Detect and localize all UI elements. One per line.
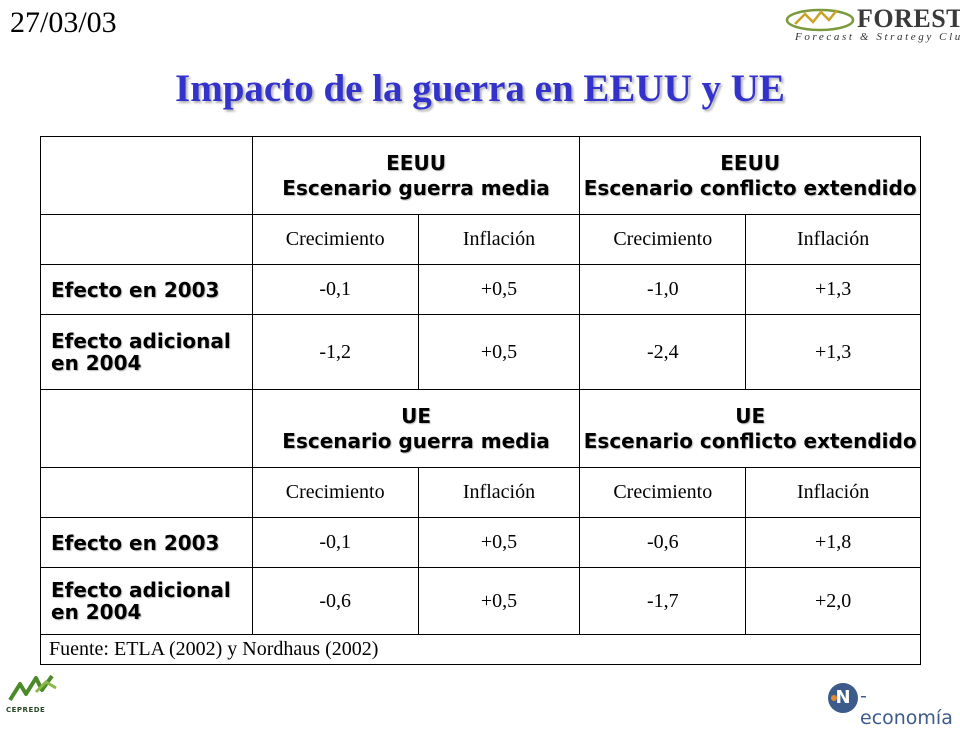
scenario-region: EEUU [720, 150, 781, 175]
orange-dot-icon [831, 695, 837, 701]
table-row: Efecto en 2003 -0,1 +0,5 -1,0 +1,3 [40, 264, 921, 315]
empty-label-cell [40, 214, 253, 265]
impact-table: EEUU Escenario guerra media EEUU Escenar… [40, 136, 921, 665]
value-cell: -0,6 [251, 567, 419, 635]
forest-logo: FOREST Forecast & Strategy Club [785, 4, 960, 48]
forest-swoosh-icon [785, 8, 855, 32]
value-cell: +2,0 [745, 567, 921, 635]
scenario-header: UE Escenario conflicto extendido [579, 389, 921, 468]
value-cell: +0,5 [417, 567, 581, 635]
row-label: Efecto en 2003 [40, 517, 253, 568]
row-label: Efecto adicional en 2004 [40, 567, 253, 635]
scenario-name: Escenario conflicto extendido [583, 175, 917, 200]
row-label: Efecto en 2003 [40, 264, 253, 315]
value-cell: -2,4 [579, 314, 747, 390]
value-cell: +0,5 [417, 314, 581, 390]
column-header: Inflación [417, 214, 581, 265]
value-cell: +1,8 [745, 517, 921, 568]
n-letter-icon: N [835, 687, 851, 708]
value-cell: -0,1 [251, 517, 419, 568]
scenario-name: Escenario guerra media [282, 428, 550, 453]
source-row: Fuente: ETLA (2002) y Nordhaus (2002) [40, 634, 921, 665]
table-row: Efecto adicional en 2004 -1,2 +0,5 -2,4 … [40, 314, 921, 390]
slide-title: Impacto de la guerra en EEUU y UE [175, 67, 785, 110]
scenario-region: UE [401, 403, 431, 428]
column-header: Crecimiento [251, 467, 419, 518]
forest-logo-tagline: Forecast & Strategy Club [795, 31, 960, 43]
column-header: Inflación [417, 467, 581, 518]
scenario-header: EEUU Escenario guerra media [251, 136, 581, 215]
column-header-row: Crecimiento Inflación Crecimiento Inflac… [40, 467, 921, 518]
column-header: Crecimiento [579, 214, 747, 265]
n-economia-word: economía [860, 707, 953, 729]
scenario-header: UE Escenario guerra media [251, 389, 581, 468]
n-economia-logo: N -economía [828, 683, 958, 729]
scenario-name: Escenario guerra media [282, 175, 550, 200]
ceprede-logo: CEPREDE [6, 674, 60, 718]
empty-corner-cell [40, 389, 253, 468]
column-header: Crecimiento [579, 467, 747, 518]
column-header: Inflación [745, 467, 921, 518]
scenario-region: EEUU [386, 150, 446, 175]
table-row: Efecto en 2003 -0,1 +0,5 -0,6 +1,8 [40, 517, 921, 568]
empty-corner-cell [40, 136, 253, 215]
value-cell: -1,2 [251, 314, 419, 390]
n-economia-logo-text: -economía [860, 685, 953, 729]
forest-logo-name: FOREST [857, 4, 960, 33]
source-note: Fuente: ETLA (2002) y Nordhaus (2002) [40, 634, 921, 665]
scenario-header-row: EEUU Escenario guerra media EEUU Escenar… [40, 136, 921, 215]
column-header-row: Crecimiento Inflación Crecimiento Inflac… [40, 214, 921, 265]
value-cell: +1,3 [745, 264, 921, 315]
value-cell: -0,1 [251, 264, 419, 315]
scenario-header: EEUU Escenario conflicto extendido [579, 136, 921, 215]
column-header: Inflación [745, 214, 921, 265]
ceprede-logo-text: CEPREDE [6, 706, 46, 714]
ceprede-leaf-icon [8, 674, 57, 702]
row-label: Efecto adicional en 2004 [40, 314, 253, 390]
value-cell: -0,6 [579, 517, 747, 568]
scenario-name: Escenario conflicto extendido [583, 428, 917, 453]
value-cell: +0,5 [417, 264, 581, 315]
table-row: Efecto adicional en 2004 -0,6 +0,5 -1,7 … [40, 567, 921, 635]
slide-date: 27/03/03 [10, 6, 117, 39]
scenario-region: UE [735, 403, 766, 428]
column-header: Crecimiento [251, 214, 419, 265]
empty-label-cell [40, 467, 253, 518]
value-cell: -1,7 [579, 567, 747, 635]
value-cell: +1,3 [745, 314, 921, 390]
value-cell: +0,5 [417, 517, 581, 568]
scenario-header-row: UE Escenario guerra media UE Escenario c… [40, 389, 921, 468]
value-cell: -1,0 [579, 264, 747, 315]
